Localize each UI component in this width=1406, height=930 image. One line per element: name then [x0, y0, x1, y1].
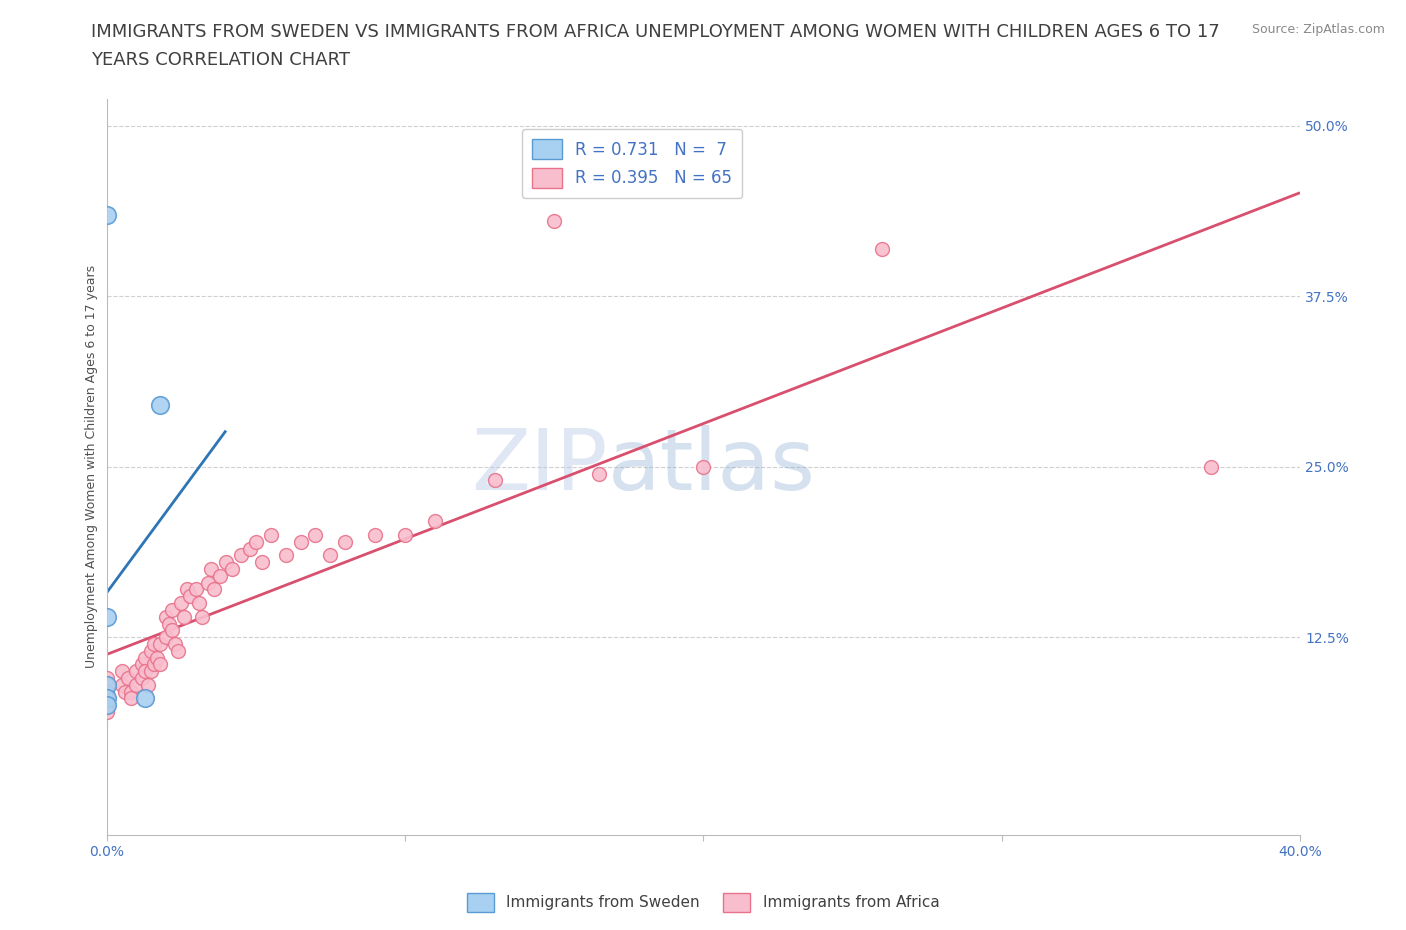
- Point: [588, 466, 610, 481]
- Point: [186, 582, 208, 597]
- Point: [191, 609, 214, 624]
- Point: [96, 698, 118, 712]
- Point: [110, 664, 132, 679]
- Point: [157, 616, 180, 631]
- Point: [117, 671, 139, 685]
- Point: [149, 398, 172, 413]
- Point: [188, 595, 211, 610]
- Point: [202, 582, 225, 597]
- Point: [290, 534, 312, 549]
- Point: [120, 691, 142, 706]
- Point: [141, 664, 163, 679]
- Point: [120, 684, 142, 699]
- Point: [110, 677, 132, 692]
- Legend: R = 0.731   N =  7, R = 0.395   N = 65: R = 0.731 N = 7, R = 0.395 N = 65: [522, 129, 742, 198]
- Point: [543, 214, 565, 229]
- Point: [143, 657, 166, 671]
- Point: [155, 609, 177, 624]
- Point: [149, 657, 172, 671]
- Point: [394, 527, 416, 542]
- Point: [143, 636, 166, 651]
- Text: IMMIGRANTS FROM SWEDEN VS IMMIGRANTS FROM AFRICA UNEMPLOYMENT AMONG WOMEN WITH C: IMMIGRANTS FROM SWEDEN VS IMMIGRANTS FRO…: [91, 23, 1220, 41]
- Point: [96, 609, 118, 624]
- Point: [96, 684, 118, 699]
- Point: [134, 664, 156, 679]
- Point: [134, 691, 156, 706]
- Point: [96, 691, 118, 706]
- Point: [692, 459, 714, 474]
- Point: [239, 541, 262, 556]
- Point: [179, 589, 201, 604]
- Point: [96, 677, 118, 692]
- Point: [250, 554, 273, 569]
- Point: [96, 698, 118, 712]
- Point: [146, 650, 169, 665]
- Point: [245, 534, 267, 549]
- Point: [173, 609, 195, 624]
- Point: [96, 705, 118, 720]
- Text: atlas: atlas: [607, 425, 815, 508]
- Point: [162, 623, 184, 638]
- Legend: Immigrants from Sweden, Immigrants from Africa: Immigrants from Sweden, Immigrants from …: [461, 887, 945, 918]
- Point: [221, 562, 243, 577]
- Point: [197, 575, 219, 590]
- Y-axis label: Unemployment Among Women with Children Ages 6 to 17 years: Unemployment Among Women with Children A…: [86, 265, 98, 669]
- Text: Source: ZipAtlas.com: Source: ZipAtlas.com: [1251, 23, 1385, 36]
- Point: [872, 241, 894, 256]
- Text: YEARS CORRELATION CHART: YEARS CORRELATION CHART: [91, 51, 350, 69]
- Point: [125, 677, 148, 692]
- Point: [96, 691, 118, 706]
- Point: [208, 568, 231, 583]
- Point: [162, 603, 184, 618]
- Point: [274, 548, 297, 563]
- Point: [176, 582, 198, 597]
- Point: [335, 534, 357, 549]
- Point: [149, 636, 172, 651]
- Point: [165, 636, 187, 651]
- Point: [125, 664, 148, 679]
- Point: [423, 514, 446, 529]
- Text: ZIP: ZIP: [471, 425, 607, 508]
- Point: [167, 644, 190, 658]
- Point: [131, 671, 153, 685]
- Point: [141, 644, 163, 658]
- Point: [170, 595, 193, 610]
- Point: [131, 657, 153, 671]
- Point: [96, 671, 118, 685]
- Point: [134, 650, 156, 665]
- Point: [1199, 459, 1222, 474]
- Point: [319, 548, 342, 563]
- Point: [229, 548, 252, 563]
- Point: [260, 527, 283, 542]
- Point: [96, 677, 118, 692]
- Point: [96, 207, 118, 222]
- Point: [484, 473, 506, 488]
- Point: [200, 562, 222, 577]
- Point: [304, 527, 326, 542]
- Point: [155, 630, 177, 644]
- Point: [138, 677, 160, 692]
- Point: [114, 684, 136, 699]
- Point: [215, 554, 238, 569]
- Point: [364, 527, 387, 542]
